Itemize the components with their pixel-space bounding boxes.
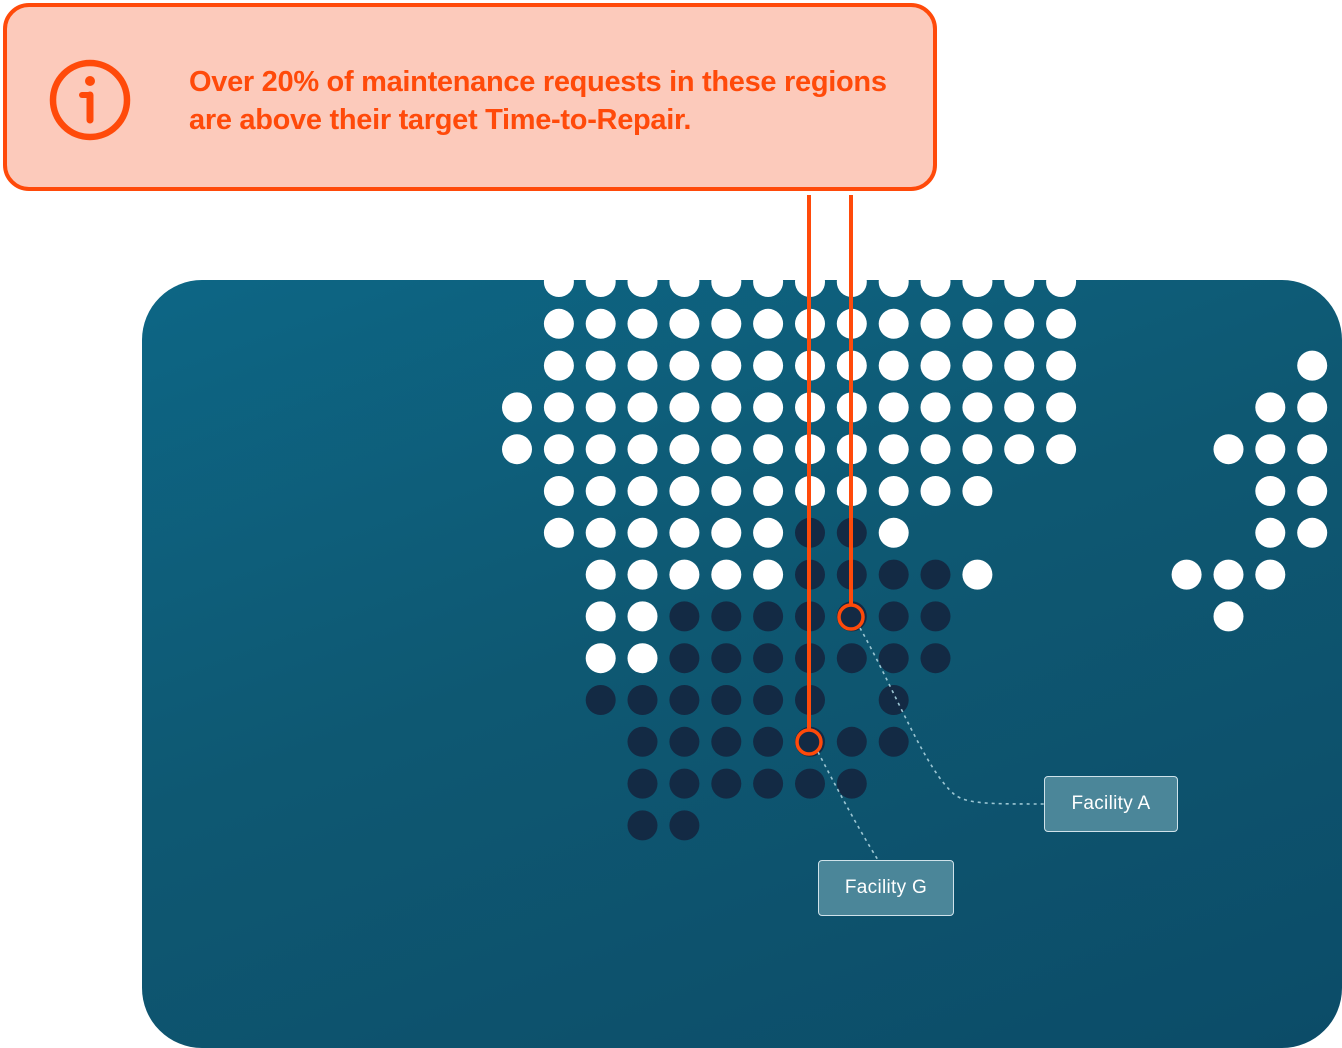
facility-g-label[interactable]: Facility G (818, 860, 954, 916)
alert-message: Over 20% of maintenance requests in thes… (189, 66, 887, 136)
facility-a-label[interactable]: Facility A (1044, 776, 1178, 832)
alert-banner: Over 20% of maintenance requests in thes… (3, 3, 937, 191)
info-icon (49, 59, 131, 141)
map-panel (142, 280, 1342, 1048)
